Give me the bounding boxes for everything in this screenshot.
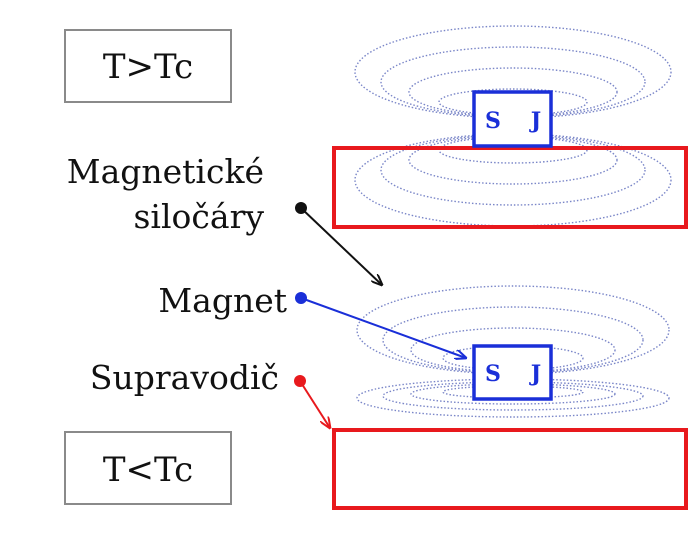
- bottom-magnet-north-pole: J: [529, 361, 541, 387]
- bottom-state-box: T<Tc: [64, 431, 232, 505]
- magnet-pointer: [295, 292, 466, 358]
- bottom-magnet-south-pole: S: [485, 361, 501, 387]
- bottom-state-label: T<Tc: [103, 450, 193, 490]
- superconductor-pointer: [294, 375, 330, 428]
- top-magnet: S J: [472, 90, 553, 148]
- top-state-box: T>Tc: [64, 29, 232, 103]
- superconductor-label: Supravodič: [90, 358, 279, 397]
- field-lines-pointer: [295, 202, 382, 285]
- top-state-label: T>Tc: [103, 47, 193, 87]
- top-magnet-south-pole: S: [485, 108, 501, 134]
- bottom-magnet: S J: [472, 344, 553, 401]
- magnet-label: Magnet: [158, 281, 287, 320]
- top-magnet-north-pole: J: [529, 108, 541, 134]
- field-lines-label-line2: siločáry: [134, 197, 265, 236]
- field-lines-label-line1: Magnetické: [67, 152, 264, 191]
- bottom-superconductor: [332, 428, 688, 510]
- top-superconductor: [332, 146, 688, 229]
